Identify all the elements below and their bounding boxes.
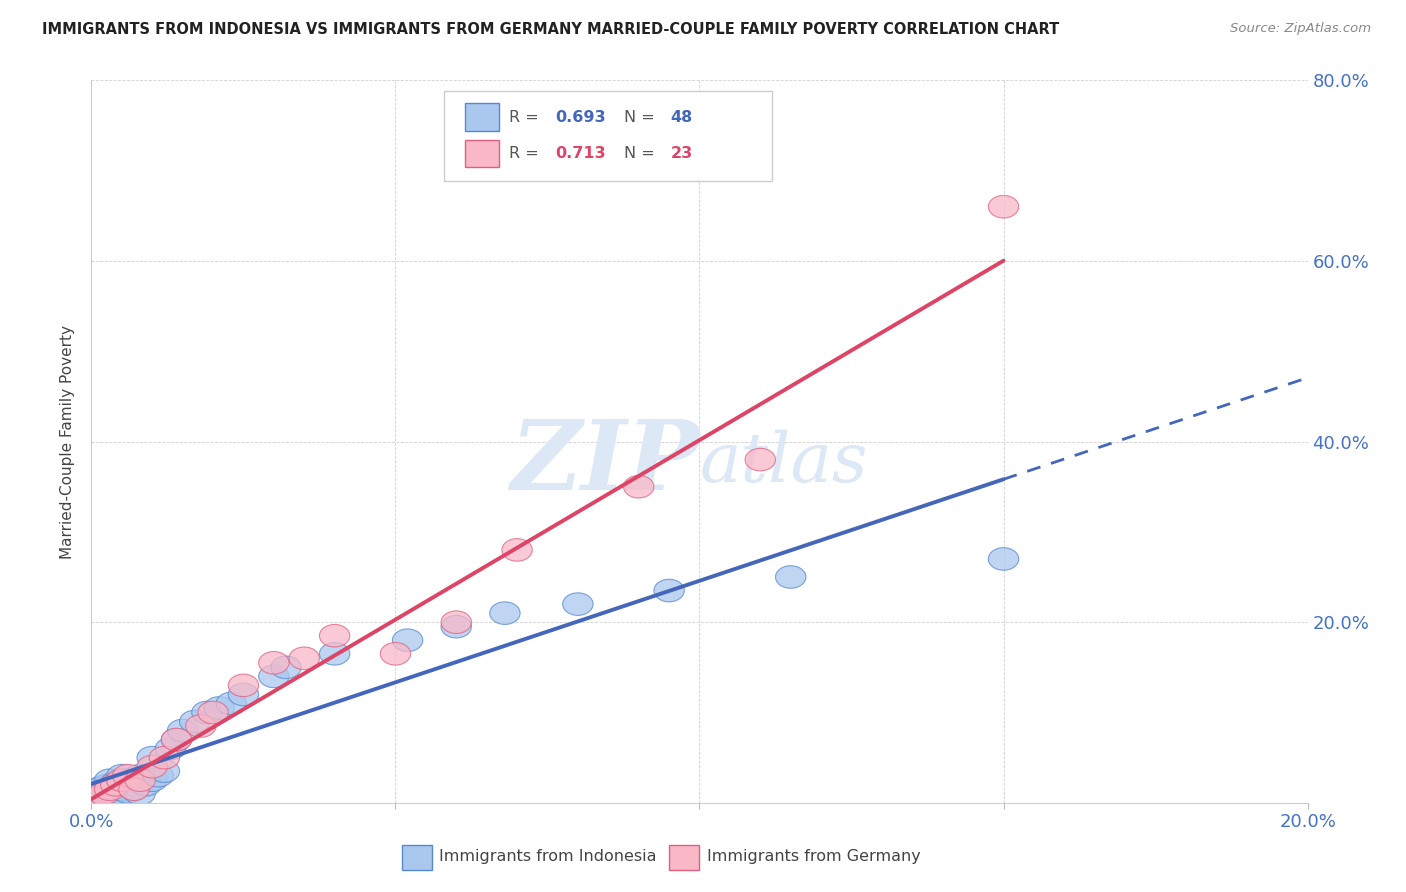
Ellipse shape <box>83 778 112 800</box>
Ellipse shape <box>441 615 471 638</box>
Ellipse shape <box>167 719 198 742</box>
Ellipse shape <box>94 769 125 791</box>
FancyBboxPatch shape <box>465 139 499 167</box>
Ellipse shape <box>125 769 155 791</box>
Ellipse shape <box>118 778 149 800</box>
Text: 23: 23 <box>671 145 693 161</box>
Ellipse shape <box>319 642 350 665</box>
Ellipse shape <box>988 195 1019 218</box>
Ellipse shape <box>502 539 533 561</box>
Ellipse shape <box>118 769 149 791</box>
Text: Immigrants from Germany: Immigrants from Germany <box>707 849 921 864</box>
Ellipse shape <box>191 701 222 723</box>
Ellipse shape <box>83 787 112 810</box>
Ellipse shape <box>392 629 423 651</box>
Text: Immigrants from Indonesia: Immigrants from Indonesia <box>439 849 657 864</box>
Ellipse shape <box>89 787 118 810</box>
Ellipse shape <box>94 780 125 804</box>
Ellipse shape <box>136 747 167 769</box>
Ellipse shape <box>489 602 520 624</box>
Ellipse shape <box>125 764 155 787</box>
Ellipse shape <box>217 692 246 714</box>
Text: IMMIGRANTS FROM INDONESIA VS IMMIGRANTS FROM GERMANY MARRIED-COUPLE FAMILY POVER: IMMIGRANTS FROM INDONESIA VS IMMIGRANTS … <box>42 22 1060 37</box>
Ellipse shape <box>198 701 228 723</box>
Ellipse shape <box>271 656 301 679</box>
FancyBboxPatch shape <box>444 91 772 181</box>
FancyBboxPatch shape <box>402 845 432 870</box>
Ellipse shape <box>112 769 143 791</box>
Ellipse shape <box>162 728 191 751</box>
Ellipse shape <box>94 778 125 800</box>
Ellipse shape <box>136 769 167 791</box>
Ellipse shape <box>112 780 143 804</box>
Ellipse shape <box>228 683 259 706</box>
Ellipse shape <box>162 728 191 751</box>
Ellipse shape <box>107 764 136 787</box>
Text: R =: R = <box>509 145 543 161</box>
Ellipse shape <box>380 642 411 665</box>
Ellipse shape <box>776 566 806 589</box>
Ellipse shape <box>155 738 186 760</box>
Ellipse shape <box>136 756 167 778</box>
Ellipse shape <box>654 579 685 602</box>
Ellipse shape <box>107 782 136 805</box>
Text: Source: ZipAtlas.com: Source: ZipAtlas.com <box>1230 22 1371 36</box>
Text: atlas: atlas <box>699 430 868 497</box>
Ellipse shape <box>100 784 131 807</box>
Ellipse shape <box>89 780 118 804</box>
Ellipse shape <box>745 449 776 471</box>
Ellipse shape <box>83 787 112 810</box>
Ellipse shape <box>131 773 162 796</box>
Text: 0.713: 0.713 <box>555 145 606 161</box>
Text: 0.693: 0.693 <box>555 110 606 125</box>
Ellipse shape <box>204 697 235 719</box>
Ellipse shape <box>107 773 136 796</box>
Ellipse shape <box>149 760 180 782</box>
Text: N =: N = <box>624 145 659 161</box>
Text: ZIP: ZIP <box>510 417 699 510</box>
Ellipse shape <box>441 611 471 633</box>
Ellipse shape <box>259 651 290 674</box>
Ellipse shape <box>290 647 319 670</box>
Text: 48: 48 <box>671 110 693 125</box>
Ellipse shape <box>107 769 136 791</box>
Ellipse shape <box>89 782 118 805</box>
Ellipse shape <box>112 764 143 787</box>
Ellipse shape <box>143 764 173 787</box>
Ellipse shape <box>118 778 149 800</box>
Ellipse shape <box>94 784 125 807</box>
Ellipse shape <box>94 778 125 800</box>
FancyBboxPatch shape <box>669 845 699 870</box>
Ellipse shape <box>623 475 654 498</box>
Ellipse shape <box>562 593 593 615</box>
Text: R =: R = <box>509 110 543 125</box>
Ellipse shape <box>100 773 131 796</box>
Ellipse shape <box>319 624 350 647</box>
Ellipse shape <box>83 782 112 805</box>
Ellipse shape <box>180 710 209 733</box>
Ellipse shape <box>107 778 136 800</box>
Ellipse shape <box>186 714 217 738</box>
Ellipse shape <box>100 778 131 800</box>
FancyBboxPatch shape <box>465 103 499 131</box>
Ellipse shape <box>259 665 290 688</box>
Ellipse shape <box>89 775 118 797</box>
Ellipse shape <box>89 782 118 805</box>
Ellipse shape <box>988 548 1019 570</box>
Text: N =: N = <box>624 110 659 125</box>
Y-axis label: Married-Couple Family Poverty: Married-Couple Family Poverty <box>60 325 76 558</box>
Ellipse shape <box>100 772 131 794</box>
Ellipse shape <box>94 773 125 796</box>
Ellipse shape <box>125 782 155 805</box>
Ellipse shape <box>149 747 180 769</box>
Ellipse shape <box>228 674 259 697</box>
